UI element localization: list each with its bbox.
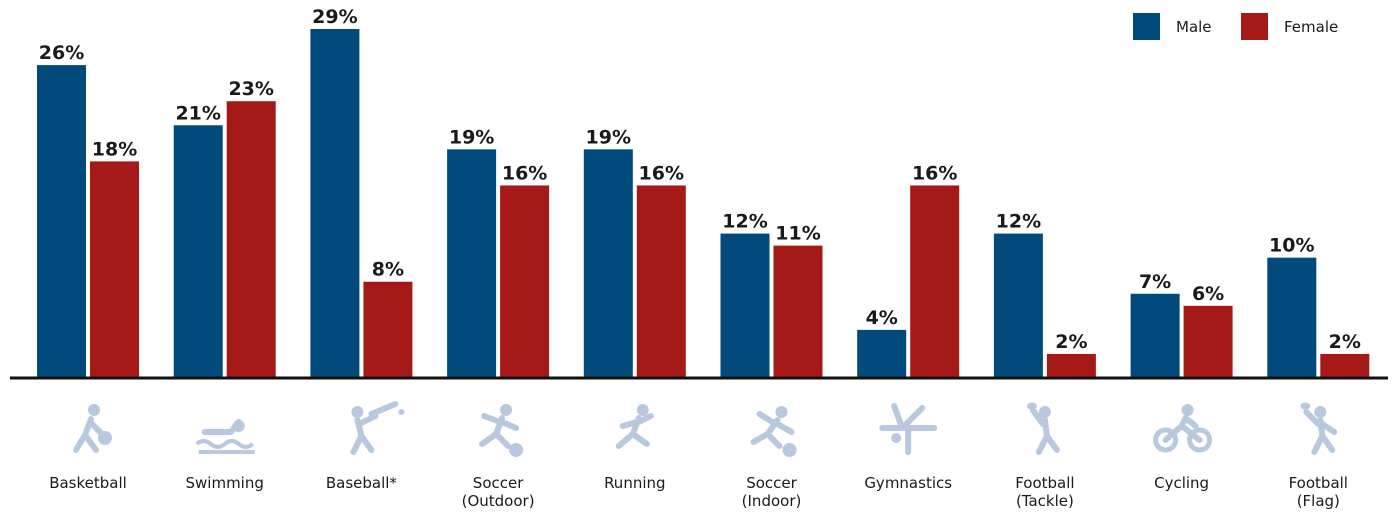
legend: Male Female [1133,13,1338,40]
baseball-icon [350,401,405,455]
bar-male-soccer-outdoor [447,149,497,378]
bar-male-swimming [173,125,223,378]
value-label-male-soccer-outdoor: 19% [449,126,494,148]
swimming-icon [195,419,255,454]
soccer-outdoor-icon [479,404,524,457]
bar-male-football-tackle [993,233,1043,378]
category-label-swimming: Swimming [186,474,264,492]
bar-female-soccer-indoor [773,245,823,378]
running-icon [615,404,654,449]
legend-label-male: Male [1176,18,1212,36]
value-label-male-swimming: 21% [175,102,220,124]
bar-male-basketball [37,65,86,378]
value-label-female-gymnastics: 16% [912,162,957,184]
bar-female-football-tackle [1046,353,1096,378]
value-label-male-baseball: 29% [312,6,357,28]
legend-label-female: Female [1284,18,1338,36]
bars-group: 26% 18% 21% 23% 29% 8% 19% 16% 19% 16% 12% 11% 4% 16%… [37,6,1370,378]
bar-male-football-flag [1267,257,1317,378]
category-label-soccer-outdoor: Soccer (Outdoor) [462,474,535,510]
value-label-male-cycling: 7% [1139,271,1171,293]
value-label-male-running: 19% [586,126,631,148]
bar-female-cycling [1183,305,1233,378]
gymnastics-icon [879,403,938,455]
value-label-male-football-tackle: 12% [996,211,1041,233]
bar-female-baseball [363,281,413,378]
value-label-male-basketball: 26% [39,42,84,64]
category-label-cycling: Cycling [1154,474,1209,492]
value-label-female-football-tackle: 2% [1055,331,1087,353]
category-labels-group: Basketball Swimming Baseball* Soccer (Outdoo… [49,474,1348,510]
value-label-female-running: 16% [639,162,684,184]
value-label-female-soccer-indoor: 11% [775,223,820,245]
bar-female-running [636,185,686,378]
value-label-male-football-flag: 10% [1269,235,1314,257]
category-label-baseball: Baseball* [326,474,398,492]
cycling-icon [1153,404,1213,453]
bar-female-gymnastics [910,185,960,378]
bar-female-soccer-outdoor [500,185,550,378]
category-label-football-flag: Football (Flag) [1289,474,1348,510]
value-label-female-football-flag: 2% [1329,331,1361,353]
value-label-male-soccer-indoor: 12% [722,211,767,233]
bar-male-cycling [1130,293,1180,378]
bar-male-soccer-indoor [720,233,770,378]
value-label-female-baseball: 8% [372,259,404,281]
bar-female-basketball [90,161,139,378]
value-label-female-swimming: 23% [228,78,273,100]
category-label-football-tackle: Football (Tackle) [1015,474,1074,510]
value-label-female-cycling: 6% [1192,283,1224,305]
bar-female-swimming [226,101,276,378]
category-label-basketball: Basketball [49,474,127,492]
category-label-gymnastics: Gymnastics [864,474,952,492]
basketball-icon [73,404,112,453]
icons-group [73,401,1338,457]
legend-swatch-male [1133,13,1160,40]
football-flag-icon [1300,402,1338,455]
bar-male-baseball [310,29,360,378]
soccer-indoor-icon [750,406,797,457]
legend-swatch-female [1241,13,1268,40]
value-label-male-gymnastics: 4% [866,307,898,329]
value-label-female-basketball: 18% [92,138,137,160]
category-label-soccer-indoor: Soccer (Indoor) [742,474,802,510]
bar-female-football-flag [1320,353,1370,378]
football-tackle-icon [1026,402,1060,455]
bar-male-gymnastics [857,329,907,378]
bar-male-running [583,149,633,378]
value-label-female-soccer-outdoor: 16% [502,162,547,184]
category-label-running: Running [604,474,665,492]
